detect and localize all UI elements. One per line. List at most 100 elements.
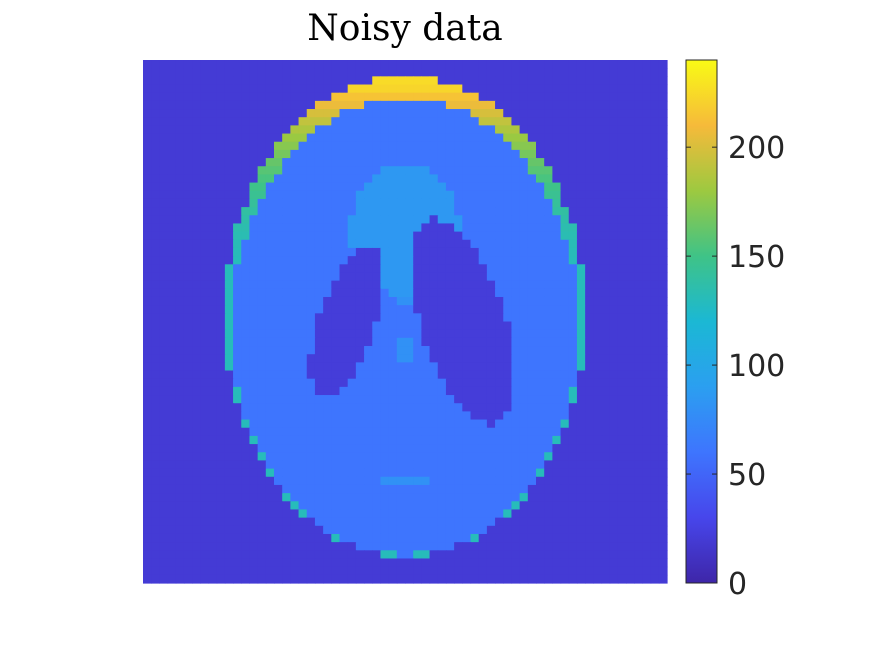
heatmap-cell <box>576 493 586 502</box>
heatmap-cell <box>200 149 210 159</box>
heatmap-cell <box>282 337 291 347</box>
heatmap-cell <box>617 501 627 511</box>
heatmap-cell <box>241 542 251 551</box>
heatmap-cell <box>339 174 349 184</box>
heatmap-cell <box>233 198 242 208</box>
heatmap-cell <box>306 427 316 437</box>
heatmap-cell <box>159 452 169 462</box>
heatmap-cell <box>233 231 242 241</box>
heatmap-cell <box>396 288 406 298</box>
heatmap-cell <box>445 509 455 519</box>
heatmap-cell <box>585 313 594 323</box>
heatmap-cell <box>536 566 545 576</box>
heatmap-cell <box>552 574 562 584</box>
heatmap-cell <box>609 174 619 184</box>
heatmap-cell <box>650 337 660 347</box>
heatmap-cell <box>470 476 480 486</box>
heatmap-cell <box>241 141 251 151</box>
heatmap-cell <box>658 280 668 290</box>
heatmap-cell <box>568 117 578 126</box>
heatmap-cell <box>454 395 463 404</box>
heatmap-cell <box>437 403 447 412</box>
heatmap-cell <box>224 100 234 110</box>
heatmap-cell <box>167 280 177 290</box>
heatmap-cell <box>380 109 390 118</box>
heatmap-cell <box>233 92 242 102</box>
heatmap-cell <box>617 403 627 412</box>
heatmap-cell <box>437 215 447 225</box>
heatmap-cell <box>200 386 210 396</box>
heatmap-cell <box>192 346 201 355</box>
heatmap-cell <box>470 346 480 355</box>
heatmap-cell <box>413 125 422 135</box>
heatmap-cell <box>470 395 480 404</box>
heatmap-cell <box>151 354 160 363</box>
heatmap-cell <box>576 288 586 298</box>
heatmap-cell <box>642 484 652 494</box>
heatmap-cell <box>298 484 308 494</box>
heatmap-cell <box>183 362 193 372</box>
heatmap-cell <box>159 517 169 527</box>
heatmap-cell <box>593 354 603 363</box>
heatmap-cell <box>593 525 603 535</box>
heatmap-cell <box>478 256 488 265</box>
heatmap-cell <box>208 256 218 265</box>
heatmap-cell <box>650 68 660 77</box>
heatmap-cell <box>642 460 652 470</box>
heatmap-cell <box>470 198 480 208</box>
heatmap-cell <box>183 484 193 494</box>
heatmap-cell <box>413 501 422 511</box>
heatmap-cell <box>167 370 177 380</box>
heatmap-cell <box>175 566 185 576</box>
heatmap-cell <box>347 354 357 363</box>
heatmap-cell <box>503 149 513 159</box>
heatmap-cell <box>175 256 185 265</box>
heatmap-cell <box>257 231 267 241</box>
heatmap-cell <box>151 435 160 445</box>
heatmap-cell <box>331 76 341 86</box>
heatmap-cell <box>347 542 357 551</box>
heatmap-cell <box>642 68 652 77</box>
heatmap-cell <box>495 141 504 151</box>
heatmap-cell <box>568 272 578 282</box>
heatmap-cell <box>224 533 234 543</box>
heatmap-cell <box>437 117 447 126</box>
heatmap-cell <box>298 346 308 355</box>
heatmap-cell <box>609 215 619 225</box>
heatmap-cell <box>331 337 341 347</box>
heatmap-cell <box>503 403 513 412</box>
heatmap-cell <box>495 566 504 576</box>
heatmap-cell <box>265 239 275 249</box>
heatmap-cell <box>372 296 382 306</box>
heatmap-cell <box>421 435 431 445</box>
heatmap-cell <box>265 468 275 478</box>
heatmap-cell <box>314 313 324 323</box>
heatmap-cell <box>175 166 185 175</box>
heatmap-cell <box>421 403 431 412</box>
heatmap-cell <box>257 92 267 102</box>
heatmap-cell <box>355 280 365 290</box>
heatmap-cell <box>159 231 169 241</box>
heatmap-cell <box>249 125 259 135</box>
heatmap-cell <box>454 321 463 331</box>
heatmap-cell <box>224 346 234 355</box>
heatmap-cell <box>626 460 635 470</box>
heatmap-cell <box>249 419 259 429</box>
heatmap-cell <box>323 321 332 331</box>
heatmap-cell <box>454 239 463 249</box>
heatmap-cell <box>552 337 562 347</box>
heatmap-cell <box>536 574 545 584</box>
heatmap-cell <box>576 141 586 151</box>
heatmap-cell <box>257 223 267 233</box>
heatmap-cell <box>216 158 226 167</box>
heatmap-cell <box>568 411 578 421</box>
heatmap-cell <box>233 435 242 445</box>
heatmap-cell <box>364 501 373 511</box>
heatmap-cell <box>306 133 316 143</box>
heatmap-cell <box>429 239 439 249</box>
heatmap-cell <box>478 468 488 478</box>
heatmap-cell <box>634 296 644 306</box>
heatmap-cell <box>658 395 668 404</box>
heatmap-cell <box>642 117 652 126</box>
heatmap-cell <box>274 280 283 290</box>
